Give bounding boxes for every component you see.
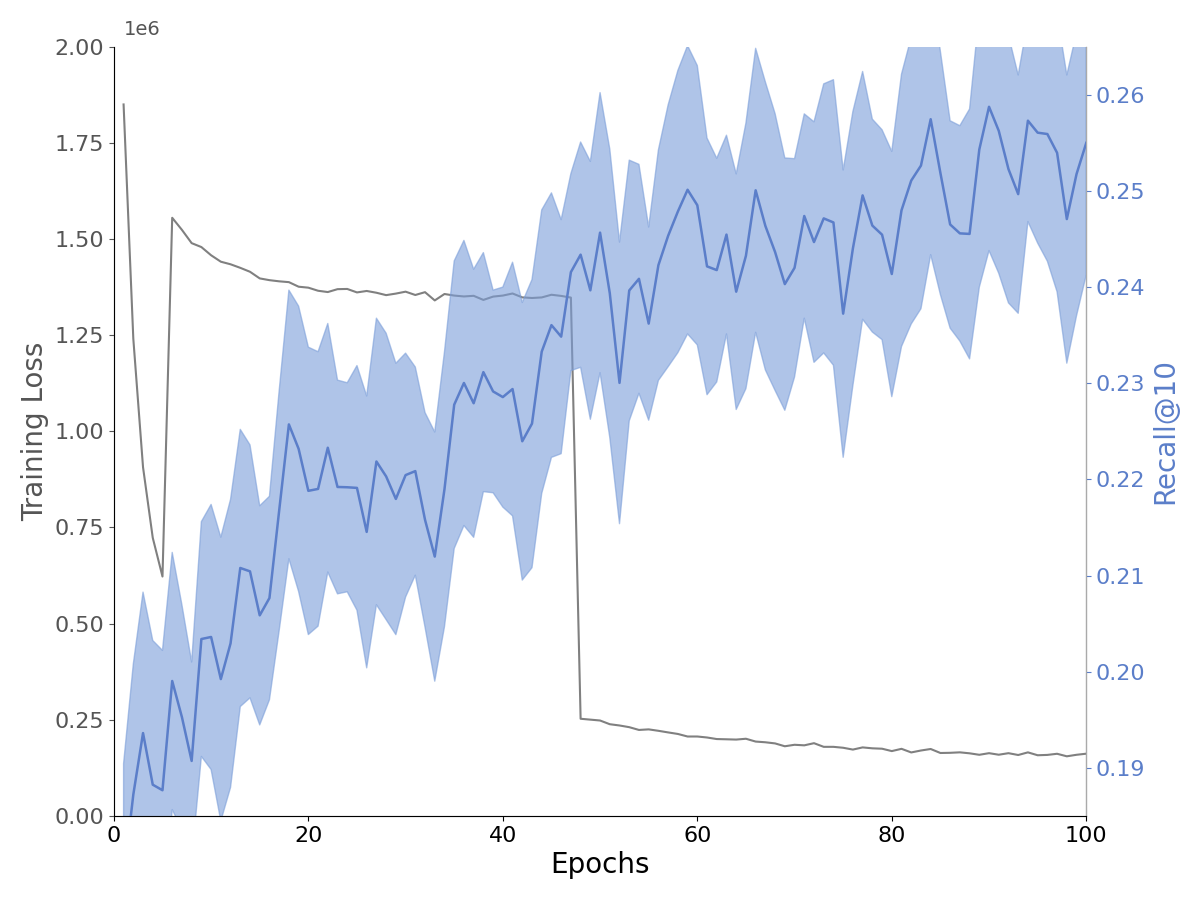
Y-axis label: Training Loss: Training Loss [20,342,49,521]
Y-axis label: Recall@10: Recall@10 [1151,358,1180,504]
X-axis label: Epochs: Epochs [551,851,650,879]
Text: 1e6: 1e6 [124,20,161,39]
